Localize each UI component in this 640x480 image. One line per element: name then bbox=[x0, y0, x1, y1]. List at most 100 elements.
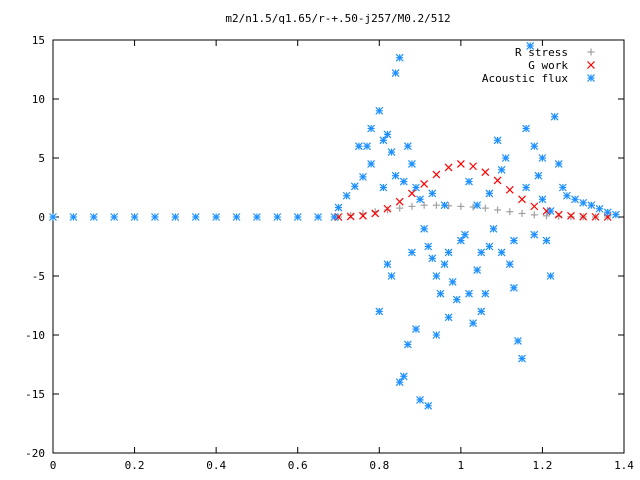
data-point bbox=[530, 230, 539, 239]
data-point bbox=[110, 213, 119, 221]
data-point bbox=[554, 159, 563, 168]
data-point bbox=[526, 41, 535, 50]
data-point bbox=[485, 242, 494, 251]
data-point bbox=[477, 248, 486, 257]
data-point bbox=[399, 372, 408, 381]
data-point bbox=[444, 163, 453, 172]
data-point bbox=[436, 289, 445, 298]
data-point bbox=[49, 213, 57, 221]
data-point bbox=[363, 142, 371, 151]
data-point bbox=[407, 248, 416, 257]
data-point bbox=[89, 213, 98, 221]
data-point bbox=[387, 272, 396, 280]
data-point bbox=[452, 295, 461, 304]
data-point bbox=[432, 201, 440, 209]
data-point bbox=[420, 201, 428, 209]
data-point bbox=[571, 195, 579, 204]
data-point bbox=[416, 195, 424, 204]
data-point bbox=[489, 224, 498, 233]
data-point bbox=[375, 106, 384, 115]
data-point bbox=[232, 213, 241, 221]
data-point bbox=[383, 260, 392, 269]
data-point bbox=[534, 171, 543, 180]
data-point bbox=[567, 211, 575, 220]
legend-label: Acoustic flux bbox=[482, 72, 568, 85]
series-g-work bbox=[334, 159, 612, 221]
data-point bbox=[518, 195, 526, 204]
legend-marker bbox=[587, 74, 595, 82]
data-point bbox=[440, 201, 449, 210]
data-point bbox=[69, 213, 78, 221]
data-point bbox=[379, 183, 388, 192]
data-point bbox=[346, 212, 355, 221]
data-point bbox=[395, 53, 404, 62]
data-point bbox=[403, 340, 412, 349]
y-tick-label: 0 bbox=[38, 211, 45, 224]
data-point bbox=[420, 180, 429, 188]
data-point bbox=[395, 378, 404, 387]
data-point bbox=[424, 242, 433, 251]
data-point bbox=[428, 189, 437, 198]
data-point bbox=[253, 213, 261, 221]
data-point bbox=[412, 183, 420, 192]
data-point bbox=[530, 142, 539, 151]
data-point bbox=[522, 183, 531, 192]
data-point bbox=[579, 212, 588, 221]
data-point bbox=[354, 142, 363, 151]
data-point bbox=[546, 272, 555, 280]
data-point bbox=[567, 213, 575, 221]
data-point bbox=[403, 142, 412, 151]
data-point bbox=[383, 206, 391, 214]
data-point bbox=[424, 401, 433, 410]
data-point bbox=[391, 171, 400, 180]
data-point bbox=[444, 313, 453, 322]
data-point bbox=[171, 213, 180, 221]
y-tick-label: -5 bbox=[32, 270, 45, 283]
data-point bbox=[461, 230, 469, 239]
data-point bbox=[518, 209, 526, 217]
data-point bbox=[395, 197, 404, 206]
data-point bbox=[432, 272, 441, 280]
data-point bbox=[497, 248, 506, 257]
data-point bbox=[542, 236, 551, 245]
data-point bbox=[538, 154, 547, 162]
data-point bbox=[543, 212, 551, 220]
data-point bbox=[481, 168, 490, 177]
data-point bbox=[428, 254, 437, 263]
data-point bbox=[587, 201, 596, 210]
data-point bbox=[481, 204, 489, 212]
data-point bbox=[416, 395, 424, 404]
data-point bbox=[456, 159, 465, 168]
data-point bbox=[408, 202, 416, 210]
data-point bbox=[595, 204, 604, 213]
data-point bbox=[473, 201, 482, 210]
data-point bbox=[130, 213, 139, 221]
data-point bbox=[465, 177, 473, 186]
legend-marker bbox=[587, 61, 595, 69]
y-tick-label: 15 bbox=[32, 34, 45, 47]
data-point bbox=[554, 210, 563, 219]
y-tick-label: -10 bbox=[25, 329, 45, 342]
data-point bbox=[530, 202, 539, 211]
data-point bbox=[485, 189, 494, 198]
x-tick-label: 1.4 bbox=[614, 459, 634, 472]
data-point bbox=[509, 236, 518, 245]
y-tick-label: -20 bbox=[25, 447, 45, 460]
data-point bbox=[387, 148, 396, 157]
data-point bbox=[469, 319, 478, 328]
data-point bbox=[379, 136, 388, 145]
data-point bbox=[383, 130, 392, 139]
data-point bbox=[603, 208, 612, 217]
data-point bbox=[481, 289, 490, 298]
data-point bbox=[367, 124, 376, 133]
data-point bbox=[314, 213, 323, 221]
data-point bbox=[273, 213, 282, 221]
data-point bbox=[550, 112, 559, 121]
data-point bbox=[591, 212, 600, 221]
data-point bbox=[522, 124, 531, 133]
x-tick-label: 0 bbox=[50, 459, 57, 472]
data-point bbox=[432, 170, 441, 179]
data-point bbox=[440, 260, 449, 269]
